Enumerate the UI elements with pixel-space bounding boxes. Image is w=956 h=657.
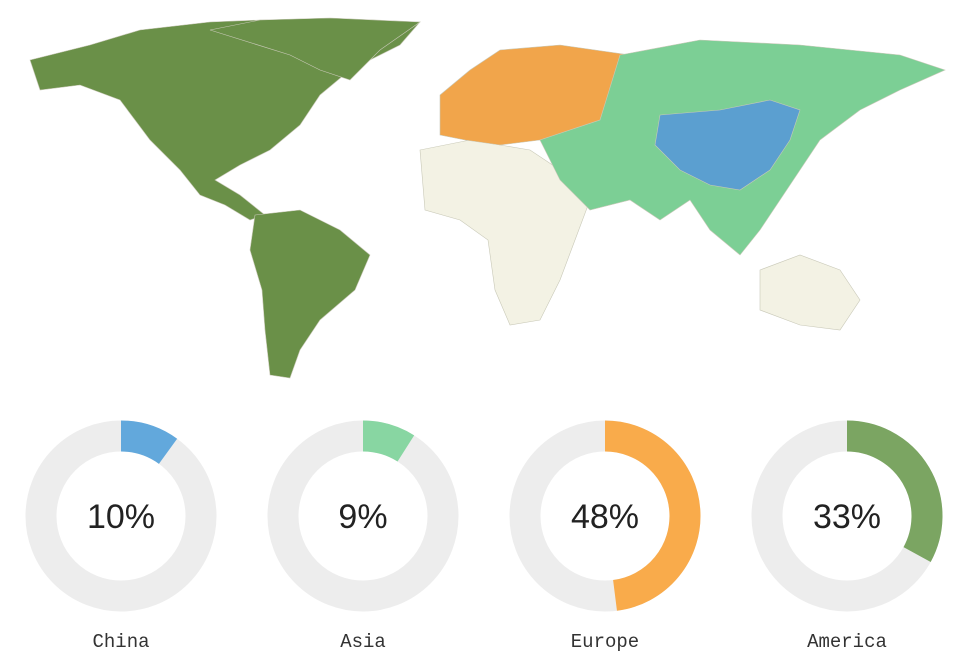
label-asia: Asia: [340, 631, 386, 653]
donut-charts: 10% 9% 48% 33%: [25, 420, 943, 612]
donut-arc-europe: [604, 420, 701, 611]
map-region-africa: [419, 139, 591, 326]
label-america: America: [807, 631, 887, 653]
map-region-china: [654, 99, 801, 191]
donut-arc-america: [846, 420, 943, 562]
map-region-south-america: [249, 209, 371, 379]
donut-arc-china: [120, 420, 178, 465]
donut-arc-asia: [362, 420, 415, 462]
world-map: [29, 17, 946, 379]
map-region-australia: [759, 254, 861, 331]
donut-value-america: 33%: [813, 498, 881, 536]
donut-value-asia: 9%: [338, 498, 387, 536]
donut-value-europe: 48%: [571, 498, 639, 536]
donut-value-china: 10%: [87, 498, 155, 536]
label-europe: Europe: [570, 631, 640, 653]
label-china: China: [92, 631, 150, 653]
map-region-greenland: [209, 17, 421, 81]
